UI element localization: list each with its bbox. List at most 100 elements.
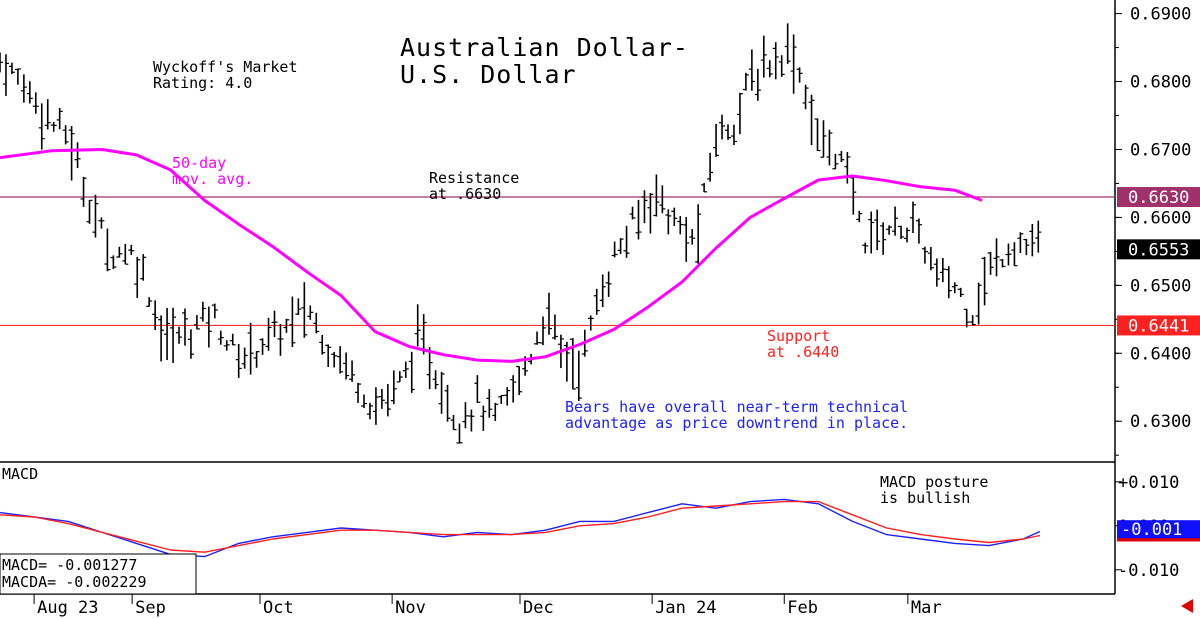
price-bar — [1011, 242, 1018, 267]
price-bar — [1023, 238, 1030, 256]
price-bar — [545, 292, 552, 335]
price-bar — [862, 242, 869, 254]
price-bar — [241, 347, 248, 369]
price-bar — [951, 282, 958, 294]
price-bar — [766, 60, 773, 78]
price-bar — [313, 312, 320, 334]
last-price-tag: 0.6553 — [1128, 240, 1189, 260]
price-bar — [378, 388, 385, 409]
price-bar — [20, 74, 27, 103]
price-bar — [796, 67, 803, 83]
price-bar — [605, 271, 612, 297]
price-bar — [999, 258, 1006, 268]
price-bar — [713, 123, 720, 157]
price-bar — [8, 62, 15, 75]
price-bar — [725, 124, 731, 140]
price-bar — [116, 246, 123, 258]
horizontal-lines — [0, 196, 1115, 327]
price-bar — [122, 243, 129, 265]
price-tags: 0.6630 0.6441 0.6553 — [1117, 187, 1200, 336]
price-bar — [659, 185, 666, 214]
price-tick-label-1: 0.6400 — [1130, 344, 1191, 364]
price-bar — [92, 194, 99, 238]
last-price-tag-bg — [1117, 239, 1200, 260]
price-bar — [719, 114, 726, 140]
price-bars — [0, 23, 1042, 444]
price-bar — [253, 351, 260, 368]
price-bar — [301, 282, 308, 338]
price-bar — [904, 227, 911, 243]
price-bar — [277, 323, 284, 356]
price-bar — [784, 23, 791, 64]
price-bar — [146, 297, 153, 307]
price-bar — [880, 222, 887, 255]
price-bar — [892, 206, 899, 236]
price-bar — [56, 107, 63, 130]
macd-annotation: MACD posture is bullish — [880, 473, 988, 507]
price-bar — [611, 241, 618, 258]
scroll-left-arrow-icon[interactable] — [1181, 599, 1193, 613]
price-bar — [140, 254, 147, 281]
price-bar — [969, 315, 976, 326]
price-bar — [587, 315, 594, 331]
price-bar — [850, 175, 857, 215]
price-bar — [826, 129, 833, 166]
x-label-5: Jan 24 — [655, 598, 716, 618]
price-bar — [617, 238, 624, 254]
price-bar — [420, 314, 427, 355]
price-bar — [748, 49, 755, 91]
price-bar — [283, 318, 290, 333]
price-bar — [32, 92, 39, 114]
price-y-axis: 0.6300 0.6400 0.6500 0.6600 0.6700 0.6800 0.69… — [1115, 5, 1191, 456]
price-bar — [110, 255, 117, 270]
price-bar — [265, 317, 272, 351]
market-rating: Wyckoff's Market Rating: 4.0 — [153, 58, 298, 92]
price-bar — [426, 347, 433, 390]
price-bar — [134, 256, 141, 298]
macd-tick-label-0: +0.010 — [1118, 473, 1179, 493]
price-bar — [402, 361, 409, 378]
price-bar — [444, 384, 451, 422]
price-bar — [480, 405, 487, 431]
price-tick-label-2: 0.6500 — [1130, 276, 1191, 296]
price-bar — [742, 72, 749, 91]
price-bar — [26, 81, 33, 104]
price-bar — [468, 409, 475, 432]
price-bar — [939, 258, 946, 283]
price-bar — [211, 303, 218, 319]
price-bar — [408, 351, 415, 393]
price-bar — [337, 346, 344, 374]
price-bar — [62, 125, 69, 145]
x-label-0: Aug 23 — [37, 598, 98, 618]
price-tick-label-3: 0.6600 — [1130, 208, 1191, 228]
price-bar — [462, 402, 469, 429]
price-bar — [366, 402, 373, 420]
price-bar — [623, 225, 630, 258]
price-bar — [0, 52, 3, 73]
price-bar — [456, 423, 463, 444]
price-bar — [355, 382, 362, 403]
hline-tag-bg-0 — [1117, 187, 1200, 208]
price-bar — [331, 351, 338, 368]
price-bar — [217, 330, 224, 345]
price-bar — [289, 296, 296, 348]
price-tick-label-6: 0.6900 — [1130, 5, 1191, 25]
hline-tag-bg-1 — [1117, 315, 1200, 336]
price-bar — [181, 308, 188, 346]
price-bar — [593, 288, 600, 315]
price-bar — [176, 326, 183, 344]
price-bar — [814, 118, 821, 152]
macd-readout-macda: MACDA= -0.002229 — [2, 573, 147, 591]
hline-tag-0: 0.6630 — [1128, 188, 1189, 208]
price-bar — [98, 217, 105, 229]
price-bar — [152, 300, 159, 331]
price-bar — [641, 190, 648, 224]
price-bar — [319, 334, 326, 355]
price-bar — [921, 246, 928, 264]
price-bar — [223, 340, 230, 351]
chart-title: Australian Dollar-U.S. Dollar — [400, 33, 689, 89]
price-bar — [68, 126, 75, 181]
price-bar — [158, 315, 165, 362]
price-bar — [551, 314, 558, 340]
